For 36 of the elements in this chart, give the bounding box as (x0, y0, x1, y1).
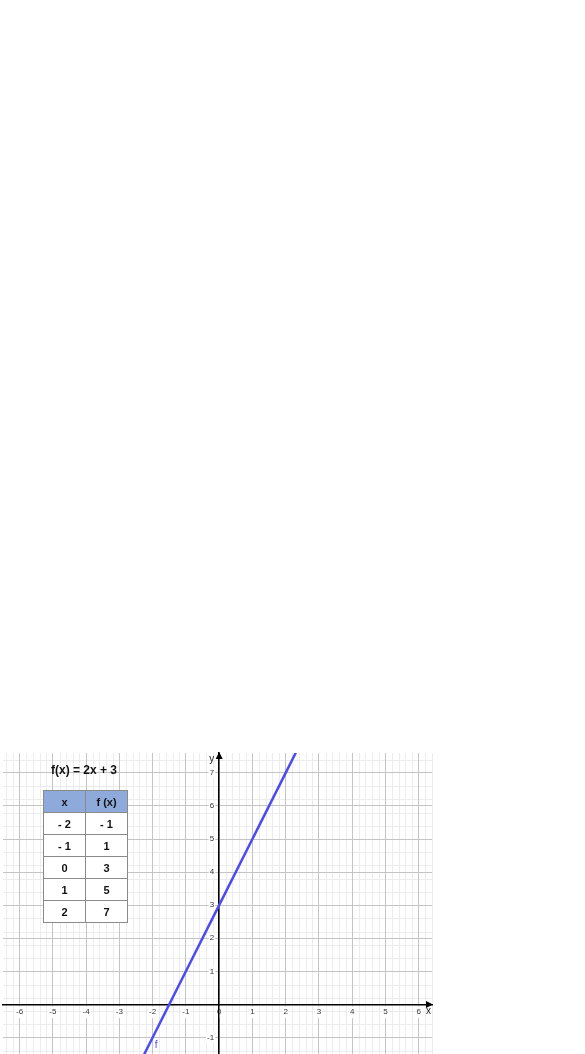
annotation: - 2 (43, 812, 86, 835)
x-tick-label: -3 (115, 1007, 124, 1017)
x-tick-label: 1 (250, 1007, 256, 1017)
annotation: - 1 (43, 834, 86, 857)
y-tick-label: 7 (209, 768, 215, 778)
annotation: f (x) (85, 790, 128, 813)
x-tick-label: -6 (16, 1007, 24, 1017)
y-tick-label: 1 (209, 966, 215, 976)
y-tick-label: -1 (207, 1032, 215, 1042)
series-label: f (154, 1039, 158, 1051)
y-tick-label: 2 (209, 933, 215, 943)
text: f(x) = 2x + 3 (51, 763, 118, 778)
annotation: 1 (43, 878, 86, 901)
x-tick-label: 5 (383, 1007, 389, 1017)
y-axis-title: y (209, 752, 215, 764)
x-tick-label: -4 (82, 1007, 91, 1017)
x-tick-label: -5 (49, 1007, 57, 1017)
annotation: 5 (85, 878, 128, 901)
y-tick-label: 5 (209, 834, 215, 844)
annotation: 2 (43, 900, 86, 923)
x-tick-label: -2 (149, 1007, 157, 1017)
x-tick-label: -1 (182, 1007, 191, 1017)
y-tick-label: 4 (209, 867, 215, 877)
x-tick-label: 2 (283, 1007, 289, 1017)
x-axis-title: x (426, 1005, 431, 1017)
annotation: 7 (85, 900, 128, 923)
annotation: 3 (85, 856, 128, 879)
annotation: 0 (43, 856, 86, 879)
annotation: - 1 (85, 812, 128, 835)
y-tick-label: 6 (209, 801, 215, 811)
y-tick-label: 3 (209, 900, 215, 910)
annotation: 1 (85, 834, 128, 857)
x-tick-label: 6 (416, 1007, 422, 1017)
x-tick-label: 3 (316, 1007, 322, 1017)
x-tick-label: 4 (349, 1007, 355, 1017)
annotation: x (43, 790, 86, 813)
